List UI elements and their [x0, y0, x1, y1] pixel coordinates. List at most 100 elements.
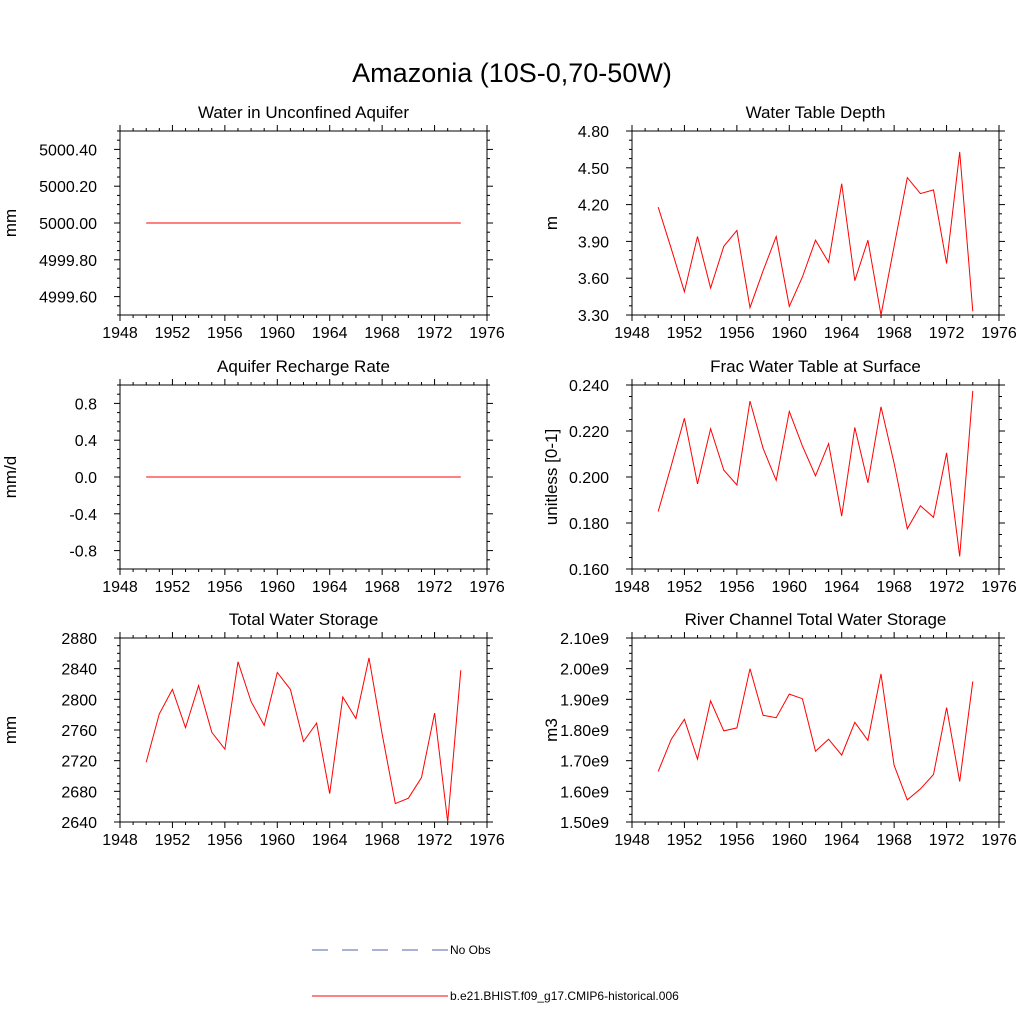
x-tick-label: 1972	[929, 325, 965, 342]
x-tick-label: 1952	[155, 325, 191, 342]
x-tick-label: 1956	[719, 832, 755, 849]
panel-title: Water Table Depth	[746, 103, 886, 122]
x-tick-label: 1960	[771, 325, 807, 342]
x-tick-label: 1972	[929, 579, 965, 596]
y-tick-label: 1.60e9	[560, 784, 609, 801]
x-tick-label: 1952	[667, 579, 703, 596]
x-tick-label: 1968	[364, 832, 400, 849]
y-axis-label: unitless [0-1]	[542, 429, 561, 525]
x-tick-label: 1968	[876, 325, 912, 342]
x-tick-label: 1952	[667, 832, 703, 849]
chart-panel-2: Water Table Depth 1948 1952 1956 1960 1964 196…	[542, 103, 1017, 342]
x-tick-label: 1956	[207, 832, 243, 849]
chart-panel-4: Frac Water Table at Surface 1948 1952 1956 1…	[542, 357, 1017, 596]
x-tick-label: 1976	[981, 579, 1017, 596]
x-tick-label: 1960	[259, 325, 295, 342]
x-tick-label: 1964	[312, 325, 348, 342]
x-tick-label: 1972	[929, 832, 965, 849]
y-tick-label: 4999.80	[39, 253, 97, 270]
x-tick-label: 1960	[771, 832, 807, 849]
y-tick-label: 2680	[61, 784, 97, 801]
y-tick-label: 2720	[61, 754, 97, 771]
x-tick-label: 1976	[469, 325, 505, 342]
y-tick-label: 0.180	[569, 516, 609, 533]
x-tick-label: 1948	[614, 579, 650, 596]
plot-frame	[119, 637, 488, 823]
x-tick-label: 1964	[312, 579, 348, 596]
y-axis-label: m3	[542, 718, 561, 742]
y-tick-label: 4.20	[578, 198, 609, 215]
x-tick-label: 1972	[417, 325, 453, 342]
panel-title: Aquifer Recharge Rate	[217, 357, 390, 376]
x-tick-label: 1948	[614, 832, 650, 849]
y-tick-label: 3.30	[578, 308, 609, 325]
x-tick-label: 1960	[259, 832, 295, 849]
y-tick-label: 2640	[61, 815, 97, 832]
y-axis-label: mm	[1, 716, 20, 744]
x-tick-label: 1952	[667, 325, 703, 342]
y-tick-label: 1.50e9	[560, 815, 609, 832]
x-tick-label: 1956	[719, 325, 755, 342]
x-tick-label: 1976	[981, 325, 1017, 342]
x-tick-label: 1976	[981, 832, 1017, 849]
figure-title: Amazonia (10S-0,70-50W)	[352, 58, 672, 88]
x-tick-label: 1972	[417, 832, 453, 849]
y-tick-label: 0.160	[569, 562, 609, 579]
y-tick-label: 4.80	[578, 124, 609, 141]
x-tick-label: 1960	[771, 579, 807, 596]
x-tick-label: 1948	[102, 579, 138, 596]
panel-title: Water in Unconfined Aquifer	[198, 103, 409, 122]
y-axis-label: mm	[1, 209, 20, 237]
y-tick-label: 2.10e9	[560, 631, 609, 648]
series-line	[145, 657, 462, 823]
x-tick-label: 1956	[719, 579, 755, 596]
x-tick-label: 1964	[824, 325, 860, 342]
x-tick-label: 1952	[155, 832, 191, 849]
plot-frame	[631, 130, 1000, 316]
legend: No Obs b.e21.BHIST.f09_g17.CMIP6-histori…	[312, 943, 679, 1003]
panel-title: River Channel Total Water Storage	[685, 610, 947, 629]
y-tick-label: 2760	[61, 723, 97, 740]
chart-panel-1: Water in Unconfined Aquifer 1948 1952 1956 1…	[1, 103, 505, 342]
y-tick-label: 0.200	[569, 470, 609, 487]
x-tick-label: 1956	[207, 325, 243, 342]
x-tick-label: 1972	[417, 579, 453, 596]
x-tick-label: 1948	[102, 325, 138, 342]
legend-model-label: b.e21.BHIST.f09_g17.CMIP6-historical.006	[450, 989, 679, 1003]
chart-panel-6: River Channel Total Water Storage 1948 195…	[542, 610, 1017, 849]
y-tick-label: 2840	[61, 662, 97, 679]
x-tick-label: 1956	[207, 579, 243, 596]
x-tick-label: 1968	[876, 832, 912, 849]
y-tick-label: 3.60	[578, 271, 609, 288]
plot-frame	[631, 637, 1000, 823]
panel-title: Frac Water Table at Surface	[710, 357, 921, 376]
y-tick-label: 0.240	[569, 378, 609, 395]
x-tick-label: 1948	[102, 832, 138, 849]
y-tick-label: 2.00e9	[560, 662, 609, 679]
x-tick-label: 1964	[312, 832, 348, 849]
x-tick-label: 1948	[614, 325, 650, 342]
chart-panel-3: Aquifer Recharge Rate 1948 1952 1956 1960 196…	[1, 357, 505, 596]
series-line	[657, 668, 974, 801]
y-tick-label: 0.0	[75, 470, 97, 487]
x-tick-label: 1968	[876, 579, 912, 596]
y-tick-label: 2800	[61, 692, 97, 709]
x-tick-label: 1968	[364, 325, 400, 342]
y-tick-label: 5000.40	[39, 142, 97, 159]
chart-panel-5: Total Water Storage 1948 1952 1956 1960 1964 1…	[1, 610, 505, 849]
y-tick-label: -0.8	[69, 544, 97, 561]
y-tick-label: 1.70e9	[560, 754, 609, 771]
x-tick-label: 1976	[469, 579, 505, 596]
y-tick-label: 0.4	[75, 433, 97, 450]
x-tick-label: 1952	[155, 579, 191, 596]
y-tick-label: -0.4	[69, 507, 97, 524]
y-tick-label: 0.220	[569, 424, 609, 441]
y-tick-label: 5000.00	[39, 216, 97, 233]
x-tick-label: 1964	[824, 579, 860, 596]
legend-obs-label: No Obs	[450, 943, 491, 957]
y-tick-label: 1.80e9	[560, 723, 609, 740]
y-tick-label: 1.90e9	[560, 692, 609, 709]
y-tick-label: 4999.60	[39, 290, 97, 307]
